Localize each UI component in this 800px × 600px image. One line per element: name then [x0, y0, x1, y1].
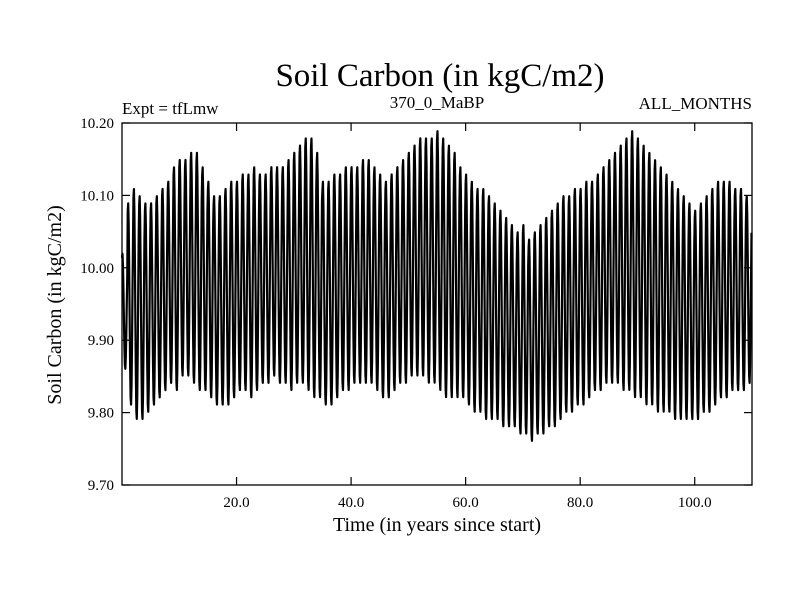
y-axis-label: Soil Carbon (in kgC/m2)	[44, 205, 66, 404]
chart-title: Soil Carbon (in kgC/m2)	[275, 58, 604, 94]
subtitle-experiment: Expt = tfLmw	[122, 99, 219, 118]
y-tick-label: 9.70	[88, 478, 114, 494]
subtitle-months: ALL_MONTHS	[639, 94, 752, 113]
series-group	[120, 130, 753, 442]
y-tick-label: 10.20	[80, 116, 114, 132]
soil-carbon-series-line	[120, 130, 753, 442]
x-tick-label: 20.0	[223, 495, 249, 511]
y-tick-label: 10.10	[80, 188, 114, 204]
y-tick-label: 9.90	[88, 333, 114, 349]
subtitle-period: 370_0_MaBP	[390, 93, 484, 112]
x-tick-label: 60.0	[453, 495, 479, 511]
x-axis-label: Time (in years since start)	[333, 514, 541, 536]
axis-ticks: 20.0 40.0 60.0 80.0 100.0 9.70 9.80 9.90 10.00 10…	[80, 116, 752, 511]
x-tick-label: 100.0	[678, 495, 712, 511]
x-tick-label: 40.0	[338, 495, 364, 511]
y-tick-label: 10.00	[80, 261, 114, 277]
plot-frame	[121, 122, 753, 486]
x-tick-label: 80.0	[567, 495, 593, 511]
y-tick-label: 9.80	[88, 406, 114, 422]
